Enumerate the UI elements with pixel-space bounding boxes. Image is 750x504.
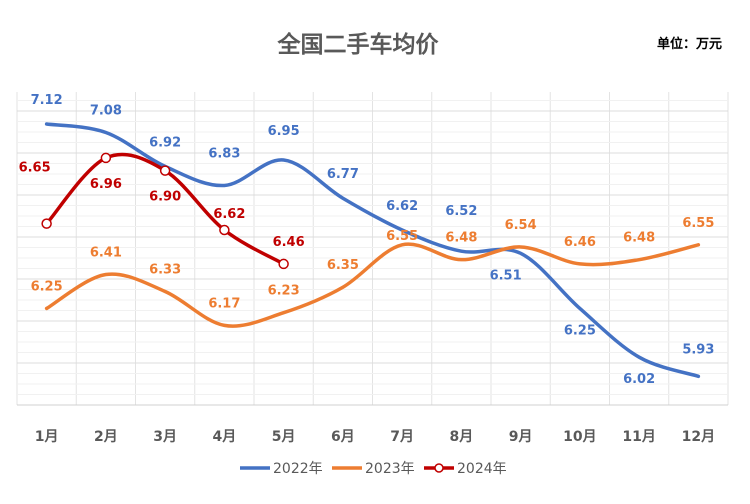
data-label: 6.41	[90, 246, 122, 261]
legend-marker	[434, 463, 444, 473]
data-point	[100, 152, 112, 164]
grid	[16, 92, 729, 406]
x-tick-label: 3月	[153, 429, 177, 445]
data-label: 5.93	[682, 342, 714, 357]
data-label: 6.52	[445, 204, 477, 219]
data-labels: 7.12 7.08 6.92 6.83 6.95 6.77 6.62 6.52 6.51 6.25…	[19, 93, 715, 387]
x-tick-label: 1月	[35, 429, 59, 445]
data-label: 6.77	[327, 167, 359, 182]
x-tick-label: 8月	[450, 429, 474, 445]
data-label: 6.48	[445, 231, 477, 246]
legend-label: 2022年	[273, 461, 323, 477]
legend-item: 2022年	[240, 461, 323, 477]
data-label: 6.25	[564, 323, 596, 338]
data-point	[278, 258, 289, 270]
data-label: 6.83	[208, 146, 240, 161]
x-tick-label: 12月	[682, 429, 715, 445]
x-tick-label: 5月	[272, 429, 296, 445]
data-label: 6.17	[208, 296, 240, 311]
legend-item: 2024年	[424, 461, 507, 477]
data-label: 7.12	[31, 93, 63, 108]
data-label: 6.46	[564, 235, 596, 250]
data-label: 6.23	[268, 284, 300, 299]
x-tick-label: 6月	[331, 429, 355, 445]
x-tick-label: 10月	[563, 429, 596, 445]
data-label: 6.62	[386, 199, 418, 214]
data-label: 6.90	[149, 190, 181, 205]
x-tick-label: 11月	[622, 429, 655, 445]
data-label: 6.54	[505, 218, 537, 233]
data-label: 6.95	[268, 124, 300, 139]
data-label: 6.51	[490, 268, 522, 283]
data-label: 6.33	[149, 262, 181, 277]
data-label: 6.46	[273, 235, 305, 250]
data-label: 6.55	[386, 229, 418, 244]
data-point	[219, 224, 230, 236]
x-tick-label: 2月	[94, 429, 118, 445]
x-tick-label: 7月	[390, 429, 414, 445]
unit-label: 单位：万元	[657, 36, 722, 52]
data-label: 6.92	[149, 135, 181, 150]
x-axis: 1月 2月 3月 4月 5月 6月 7月 8月 9月 10月 11月 12月	[35, 429, 715, 445]
data-point	[159, 165, 171, 176]
data-label: 6.25	[31, 279, 63, 294]
data-point	[41, 218, 52, 229]
legend-item: 2023年	[332, 461, 415, 477]
data-label: 6.96	[90, 177, 122, 192]
data-label: 6.02	[623, 372, 655, 387]
data-label: 6.62	[213, 207, 245, 222]
legend: 2022年 2023年 2024年	[240, 461, 507, 477]
legend-label: 2024年	[457, 461, 507, 477]
chart-title: 全国二手车均价	[277, 31, 440, 58]
data-label: 6.55	[682, 216, 714, 231]
legend-label: 2023年	[365, 461, 415, 477]
series-lines	[41, 122, 701, 379]
data-label: 7.08	[90, 103, 122, 118]
x-tick-label: 9月	[509, 429, 533, 445]
series-line-2023年	[44, 242, 701, 328]
data-label: 6.35	[327, 258, 359, 273]
x-tick-label: 4月	[213, 429, 237, 445]
data-label: 6.48	[623, 231, 655, 246]
data-label: 6.65	[19, 161, 51, 176]
